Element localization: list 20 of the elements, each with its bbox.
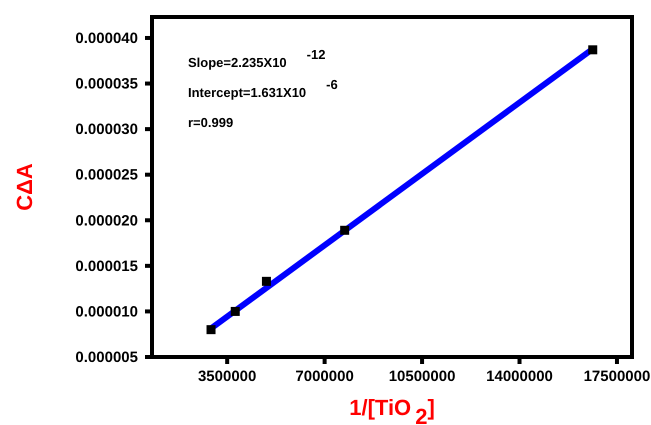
y-tick-label: 0.000025 bbox=[75, 166, 138, 184]
point bbox=[206, 325, 216, 334]
y-tick-label: 0.000020 bbox=[75, 212, 138, 230]
point bbox=[340, 226, 350, 235]
y-tick-label: 0.000035 bbox=[75, 76, 138, 93]
x-tick-label: 7000000 bbox=[295, 368, 354, 385]
y-tick-label: 0.000015 bbox=[75, 258, 138, 275]
y-axis-title: CΔA bbox=[12, 163, 37, 211]
y-tick-label: 0.000005 bbox=[75, 349, 138, 366]
point bbox=[588, 45, 598, 54]
y-tick-label: 0.000010 bbox=[75, 303, 138, 320]
y-tick-label: 0.000040 bbox=[75, 30, 138, 47]
x-tick-label: 17500000 bbox=[584, 368, 650, 385]
annotation: r=0.999 bbox=[188, 115, 234, 130]
x-tick-label: 10500000 bbox=[388, 368, 456, 385]
x-tick-label: 14000000 bbox=[486, 368, 553, 385]
point bbox=[262, 276, 271, 286]
point bbox=[230, 306, 240, 316]
y-tick-label: 0.000030 bbox=[75, 121, 138, 138]
x-tick-label: 3500000 bbox=[198, 368, 256, 385]
